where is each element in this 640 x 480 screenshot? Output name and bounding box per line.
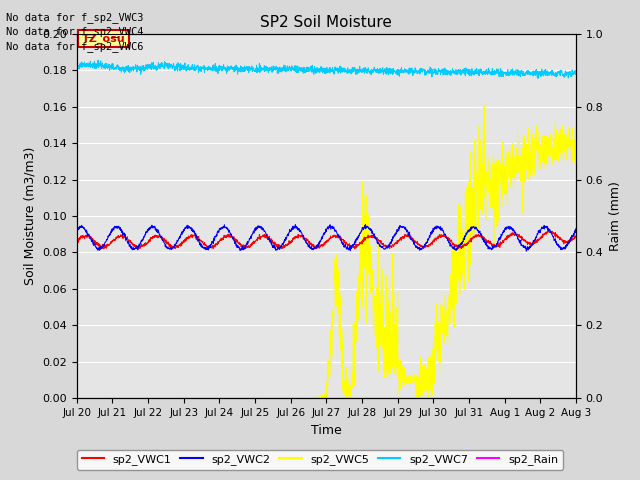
- Y-axis label: Soil Moisture (m3/m3): Soil Moisture (m3/m3): [24, 147, 36, 285]
- Text: No data for f_sp2_VWC4: No data for f_sp2_VWC4: [6, 26, 144, 37]
- X-axis label: Time: Time: [311, 424, 342, 437]
- Text: No data for f_sp2_VWC3: No data for f_sp2_VWC3: [6, 12, 144, 23]
- Y-axis label: Raim (mm): Raim (mm): [609, 181, 622, 251]
- Text: No data for f_sp2_VWC6: No data for f_sp2_VWC6: [6, 41, 144, 52]
- Title: SP2 Soil Moisture: SP2 Soil Moisture: [260, 15, 392, 30]
- Text: TZ_osu: TZ_osu: [82, 34, 125, 44]
- Legend: sp2_VWC1, sp2_VWC2, sp2_VWC5, sp2_VWC7, sp2_Rain: sp2_VWC1, sp2_VWC2, sp2_VWC5, sp2_VWC7, …: [77, 450, 563, 469]
